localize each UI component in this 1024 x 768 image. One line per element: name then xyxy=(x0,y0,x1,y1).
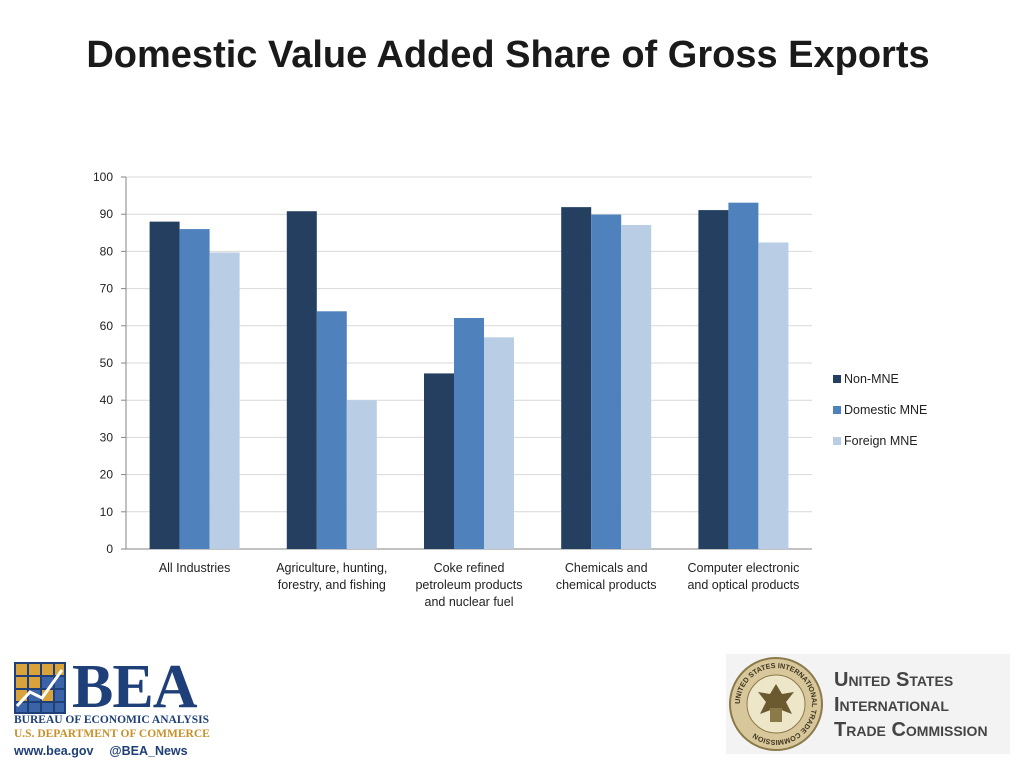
y-tick-label: 20 xyxy=(100,468,114,482)
usitc-seal-icon: UNITED STATES INTERNATIONAL TRADE COMMIS… xyxy=(729,657,823,751)
bar-foreign-mne xyxy=(346,400,377,549)
y-tick-label: 10 xyxy=(100,505,114,519)
x-category-label-line: Agriculture, hunting, xyxy=(276,561,387,575)
legend-label: Domestic MNE xyxy=(844,403,927,417)
bar-chart: 0 10 20 30 40 50 60 70 80 90 100 All Industries Agri… xyxy=(93,170,927,609)
x-category-label-line: forestry, and fishing xyxy=(278,578,386,592)
x-category-label-line: and optical products xyxy=(687,578,799,592)
bar-domestic-mne xyxy=(591,214,622,549)
slide-title: Domestic Value Added Share of Gross Expo… xyxy=(86,34,930,76)
x-category-label-line: chemical products xyxy=(556,578,657,592)
bar-domestic-mne xyxy=(454,317,484,549)
bea-department-name: U.S. DEPARTMENT OF COMMERCE xyxy=(14,728,210,740)
bea-links: www.bea.gov @BEA_News xyxy=(14,744,188,758)
legend-swatch xyxy=(833,375,841,383)
legend-swatch xyxy=(833,437,841,445)
legend-label: Non-MNE xyxy=(844,372,899,386)
bea-twitter-link[interactable]: @BEA_News xyxy=(109,744,188,758)
usitc-line-3: Trade Commission xyxy=(834,719,988,741)
bar-non-mne xyxy=(561,207,592,549)
y-tick-label: 90 xyxy=(100,207,114,221)
usitc-line-1: United States xyxy=(834,669,954,691)
bea-chart-icon xyxy=(14,662,66,714)
bar-foreign-mne xyxy=(758,242,789,550)
x-category-label: Agriculture, hunting, forestry, and fishi… xyxy=(276,561,387,592)
x-category-label-line: Computer electronic xyxy=(687,561,799,575)
y-tick-label: 70 xyxy=(100,282,114,296)
x-category-label: Coke refined petroleum products and nuclea… xyxy=(415,561,522,609)
y-tick-label: 40 xyxy=(100,393,114,407)
bea-website-link[interactable]: www.bea.gov xyxy=(14,744,94,758)
bar-non-mne xyxy=(149,221,180,549)
bar-non-mne xyxy=(698,210,729,549)
bar-domestic-mne xyxy=(179,229,210,549)
x-category-label-line: petroleum products xyxy=(415,578,522,592)
usitc-wordmark: United States International Trade Commis… xyxy=(834,668,988,743)
usitc-line-2: International xyxy=(834,694,949,716)
bea-logo: BEA BUREAU OF ECONOMIC ANALYSIS U.S. DEP… xyxy=(12,653,222,762)
x-category-label-line: Chemicals and xyxy=(565,561,648,575)
y-tick-label: 100 xyxy=(93,170,113,184)
bar-domestic-mne xyxy=(728,202,759,549)
y-tick-label: 80 xyxy=(100,244,114,258)
legend-swatch xyxy=(833,406,841,414)
bar-foreign-mne xyxy=(484,337,514,549)
y-tick-label: 30 xyxy=(100,430,114,444)
legend-label: Foreign MNE xyxy=(844,434,918,448)
x-category-label-line: and nuclear fuel xyxy=(425,595,514,609)
bar-non-mne xyxy=(286,211,317,549)
bea-wordmark: BEA xyxy=(72,653,197,721)
x-category-label-line: Coke refined xyxy=(434,561,505,575)
bar-foreign-mne xyxy=(209,252,240,550)
bea-agency-name: BUREAU OF ECONOMIC ANALYSIS xyxy=(14,714,210,726)
bar-non-mne xyxy=(424,373,454,549)
x-category-label: Computer electronic and optical products xyxy=(687,561,799,592)
y-tick-label: 60 xyxy=(100,319,114,333)
y-tick-label: 0 xyxy=(106,542,113,556)
usitc-logo: UNITED STATES INTERNATIONAL TRADE COMMIS… xyxy=(726,654,1010,754)
y-tick-label: 50 xyxy=(100,356,114,370)
bar-foreign-mne xyxy=(621,224,652,549)
x-category-label-line: All Industries xyxy=(159,561,231,575)
bar-domestic-mne xyxy=(316,311,347,549)
x-category-label: All Industries xyxy=(159,561,231,575)
x-category-label: Chemicals and chemical products xyxy=(556,561,657,592)
